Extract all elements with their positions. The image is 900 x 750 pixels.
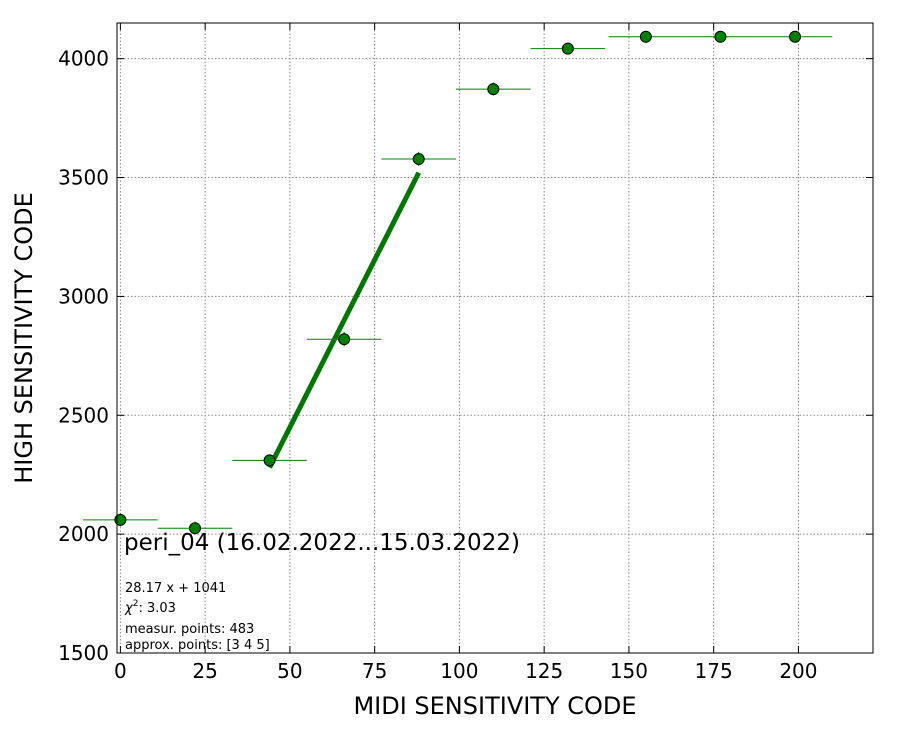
fit-line (267, 171, 421, 469)
data-point (338, 333, 351, 346)
x-tick-label: 100 (440, 659, 478, 683)
x-axis-label: MIDI SENSITIVITY CODE (353, 692, 636, 720)
x-tick-label: 150 (610, 659, 648, 683)
data-point (561, 42, 574, 55)
y-tick-label: 1500 (58, 641, 109, 665)
x-tick-label: 175 (695, 659, 733, 683)
chi2-symbol: χ (124, 601, 134, 616)
annotation-title: peri_04 (16.02.2022...15.03.2022) (124, 530, 520, 556)
x-tick-label: 200 (779, 659, 817, 683)
plot-frame (116, 22, 874, 654)
data-point-group (530, 42, 606, 55)
data-point (714, 30, 727, 43)
chi2-superscript: 2 (133, 599, 139, 609)
annotation-measur-points: measur. points: 483 (125, 622, 254, 637)
data-point (487, 83, 500, 96)
data-point (639, 30, 652, 43)
x-tick-label: 125 (525, 659, 563, 683)
data-point (789, 30, 802, 43)
y-tick-label: 2000 (58, 522, 109, 546)
x-tick-label: 75 (362, 659, 387, 683)
y-axis-label: HIGH SENSITIVITY CODE (10, 192, 38, 484)
data-point-group (306, 332, 382, 347)
annotation-equation: 28.17 x + 1041 (125, 581, 226, 596)
y-tick-label: 2500 (58, 403, 109, 427)
ticks (117, 23, 873, 654)
chi2-value: : 3.03 (138, 601, 175, 616)
tick-labels: 0 25 50 75 100 125 150 175 200 1500 2000 2500 3000 35… (58, 47, 817, 683)
data-point-group (608, 30, 684, 43)
x-tick-label: 50 (277, 659, 302, 683)
grid (117, 23, 873, 653)
data-point-group (757, 30, 833, 43)
annotation-chi2: χ2: 3.03 (124, 599, 176, 616)
annotation-approx-points: approx. points: [3 4 5] (125, 638, 270, 653)
data-point-group (157, 521, 233, 535)
x-tick-label: 0 (114, 659, 127, 683)
data-point-group (683, 30, 758, 43)
data-point-group (232, 454, 307, 467)
y-tick-label: 4000 (58, 47, 109, 71)
data-points (83, 30, 833, 535)
y-tick-label: 3500 (58, 166, 109, 190)
data-point (263, 454, 276, 467)
data-point (188, 522, 201, 535)
data-point-group (456, 82, 531, 96)
data-point (412, 152, 425, 165)
data-point-group (381, 151, 457, 167)
data-point (114, 513, 127, 526)
data-point-group (83, 513, 158, 527)
y-tick-label: 3000 (58, 284, 109, 308)
fit-line-layer (267, 171, 421, 469)
x-tick-label: 25 (192, 659, 217, 683)
